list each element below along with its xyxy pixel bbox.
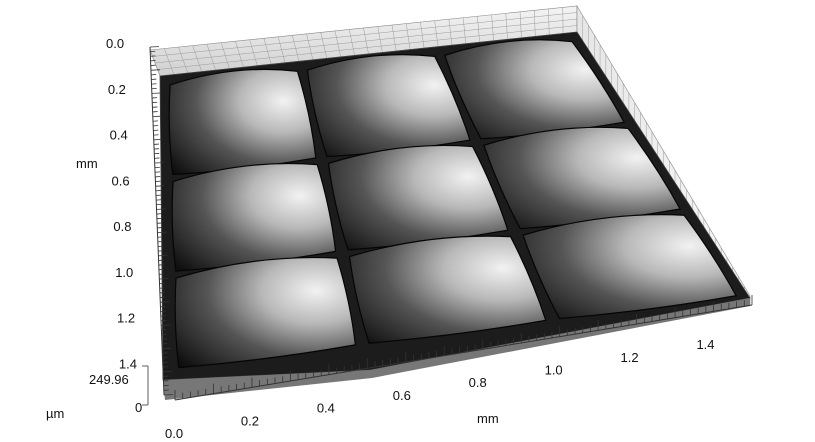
bottom-axis: 0.0 0.2 0.4 0.6 0.8 1.0 1.2 1.4 mm [165,295,753,441]
lens-cell [483,126,682,230]
lens-cell [171,162,337,272]
bottom-axis-tick-label: 0.4 [317,401,335,416]
left-axis-tick-label: 1.0 [115,265,133,280]
bottom-axis-tick-label: 0.6 [393,388,411,403]
left-axis-unit: mm [76,156,98,171]
left-axis-tick-label: 0.2 [108,82,126,97]
left-axis-tick-label: 0.8 [113,219,131,234]
height-axis-unit: µm [46,406,64,421]
lens-cell [168,68,317,176]
lens-cell [327,144,509,251]
back-wall [149,5,578,77]
left-axis-tick-label: 0.6 [112,173,130,188]
bottom-axis-tick-label: 0.0 [165,426,183,441]
bottom-axis-tick-label: 0.2 [241,413,259,428]
left-axis-tick-label: 1.2 [117,311,135,326]
height-axis-min-label: 0 [135,400,142,415]
lens-cell [306,54,471,158]
bottom-axis-tick-label: 1.4 [696,337,714,352]
bottom-axis-tick-label: 0.8 [469,375,487,390]
lens-array-surface [168,39,738,369]
left-axis-tick-label: 0.4 [110,128,128,143]
left-axis-tick-label: 1.4 [119,357,137,372]
lens-cell [443,39,626,140]
lens-cell [522,214,738,320]
left-axis-tick-label: 0.0 [106,36,124,51]
bottom-axis-tick-label: 1.0 [545,363,563,378]
bottom-axis-tick-label: 1.2 [621,350,639,365]
bottom-axis-unit: mm [477,411,499,426]
height-axis-max-label: 249.96 [89,372,129,387]
lens-cell [174,256,357,369]
height-axis: 249.96 0 µm [46,365,149,421]
left-axis: 0.0 0.2 0.4 0.6 0.8 1.0 1.2 1.4 mm [76,36,174,396]
lens-cell [348,235,547,344]
